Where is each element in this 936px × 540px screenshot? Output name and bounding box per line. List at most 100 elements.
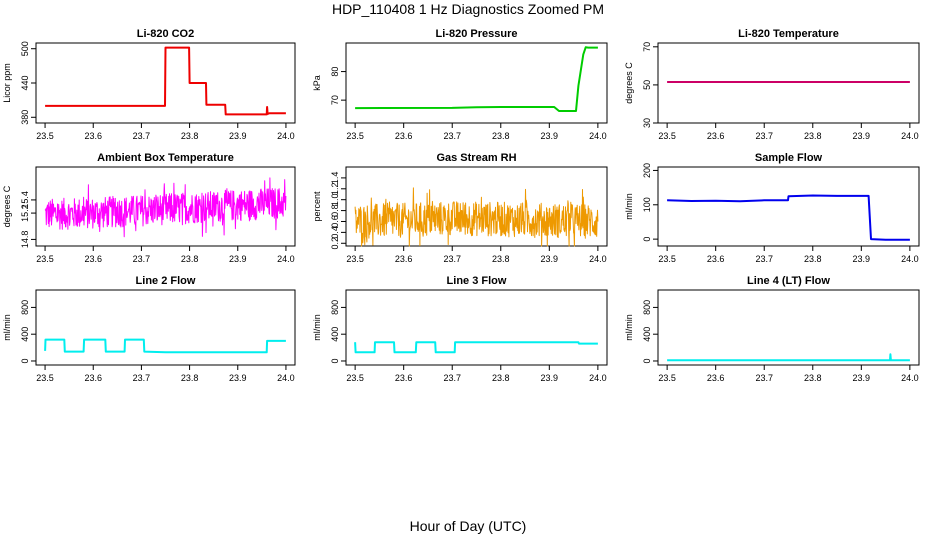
li-820-co2-x-tick-label: 23.9 xyxy=(229,131,247,141)
sample-flow-x-tick-label: 23.9 xyxy=(853,254,871,264)
li-820-pressure-x-tick-label: 23.6 xyxy=(395,131,413,141)
li-820-pressure-y-tick-label: 70 xyxy=(330,95,340,105)
li-820-temperature-x-tick-label: 23.5 xyxy=(658,131,676,141)
line-2-flow-x-tick-label: 23.6 xyxy=(84,373,102,383)
li-820-pressure-x-tick-label: 23.7 xyxy=(443,131,461,141)
line-4-lt-flow-x-tick-label: 23.6 xyxy=(707,373,725,383)
ambient-box-temperature-x-tick-label: 23.6 xyxy=(84,254,102,264)
li-820-temperature-x-tick-label: 23.9 xyxy=(853,131,871,141)
line-4-lt-flow-x-tick-label: 23.7 xyxy=(755,373,773,383)
sample-flow-x-tick-label: 23.7 xyxy=(755,254,773,264)
line-3-flow-series-line xyxy=(354,341,598,354)
ambient-box-temperature-y-label: degrees C xyxy=(2,185,12,227)
li-820-temperature-x-tick-label: 23.7 xyxy=(755,131,773,141)
li-820-pressure-panel: Li-820 Pressure 23.5 23.6 23.7 23.8 23.9 24.0 7… xyxy=(312,28,608,141)
li-820-temperature-y-label: degrees C xyxy=(624,62,634,104)
gas-stream-rh-y-tick-label: 0.4 xyxy=(330,226,340,239)
line-4-lt-flow-x-tick-label: 24.0 xyxy=(901,373,919,383)
line-3-flow-x-tick-label: 23.9 xyxy=(541,373,559,383)
gas-stream-rh-series-line xyxy=(354,187,599,247)
x-axis-caption: Hour of Day (UTC) xyxy=(409,518,527,534)
line-4-lt-flow-y-label: ml/min xyxy=(624,314,634,341)
li-820-temperature-x-tick-label: 23.8 xyxy=(804,131,822,141)
line-2-flow-title: Line 2 Flow xyxy=(136,275,196,287)
gas-stream-rh-x-tick-label: 23.7 xyxy=(443,254,461,264)
li-820-co2-x-tick-label: 23.6 xyxy=(84,131,102,141)
line-4-lt-flow-x-tick-label: 23.5 xyxy=(658,373,676,383)
line-4-lt-flow-x-tick-label: 23.9 xyxy=(853,373,871,383)
li-820-co2-x-tick-label: 24.0 xyxy=(277,131,295,141)
sample-flow-y-tick-label: 100 xyxy=(642,197,652,212)
ambient-box-temperature-series-line xyxy=(44,177,287,238)
gas-stream-rh-y-tick-label: 1.4 xyxy=(330,172,340,185)
li-820-co2-y-tick-label: 380 xyxy=(20,110,30,125)
sample-flow-y-label: ml/min xyxy=(624,193,634,220)
gas-stream-rh-x-tick-label: 23.6 xyxy=(395,254,413,264)
gas-stream-rh-y-tick-label: 0.6 xyxy=(330,215,340,228)
line-3-flow-x-tick-label: 23.5 xyxy=(346,373,364,383)
li-820-co2-x-tick-label: 23.7 xyxy=(133,131,151,141)
line-3-flow-y-tick-label: 0 xyxy=(330,358,340,363)
line-2-flow-panel: Line 2 Flow 23.5 23.6 23.7 23.8 23.9 24.0 0 400 8… xyxy=(2,275,296,383)
li-820-pressure-x-tick-label: 23.9 xyxy=(541,131,559,141)
li-820-temperature-title: Li-820 Temperature xyxy=(738,28,839,40)
li-820-temperature-x-tick-label: 24.0 xyxy=(901,131,919,141)
ambient-box-temperature-x-tick-label: 23.8 xyxy=(181,254,199,264)
li-820-co2-title: Li-820 CO2 xyxy=(137,28,194,40)
gas-stream-rh-y-tick-label: 1.2 xyxy=(330,183,340,196)
li-820-temperature-y-tick-label: 50 xyxy=(642,80,652,90)
li-820-pressure-x-tick-label: 23.8 xyxy=(492,131,510,141)
li-820-temperature-y-tick-label: 70 xyxy=(642,42,652,52)
sample-flow-title: Sample Flow xyxy=(755,152,823,164)
line-3-flow-y-label: ml/min xyxy=(312,314,322,341)
line-2-flow-x-tick-label: 23.9 xyxy=(229,373,247,383)
li-820-pressure-x-tick-label: 24.0 xyxy=(589,131,607,141)
li-820-co2-y-tick-label: 440 xyxy=(20,75,30,90)
line-2-flow-series-line xyxy=(44,338,286,354)
line-2-flow-y-tick-label: 0 xyxy=(20,358,30,363)
gas-stream-rh-x-tick-label: 23.5 xyxy=(346,254,364,264)
ambient-box-temperature-panel: Ambient Box Temperature 23.5 23.6 23.7 23.8 2… xyxy=(2,152,296,264)
line-3-flow-panel: Line 3 Flow 23.5 23.6 23.7 23.8 23.9 24.0 0 400 8… xyxy=(312,275,608,383)
line-2-flow-y-label: ml/min xyxy=(2,314,12,341)
line-4-lt-flow-y-tick-label: 800 xyxy=(642,300,652,315)
gas-stream-rh-y-tick-label: 0.2 xyxy=(330,237,340,250)
li-820-pressure-series-line xyxy=(355,46,598,112)
page-title: HDP_110408 1 Hz Diagnostics Zoomed PM xyxy=(331,1,605,17)
ambient-box-temperature-x-tick-label: 23.7 xyxy=(133,254,151,264)
ambient-box-temperature-x-tick-label: 23.9 xyxy=(229,254,247,264)
ambient-box-temperature-x-tick-label: 24.0 xyxy=(277,254,295,264)
line-3-flow-x-tick-label: 23.6 xyxy=(395,373,413,383)
ambient-box-temperature-title: Ambient Box Temperature xyxy=(97,152,234,164)
sample-flow-x-tick-label: 24.0 xyxy=(901,254,919,264)
ambient-box-temperature-y-tick-label: 15.4 xyxy=(20,191,30,209)
li-820-pressure-y-label: kPa xyxy=(312,75,322,91)
gas-stream-rh-x-tick-label: 23.8 xyxy=(492,254,510,264)
li-820-co2-x-tick-label: 23.5 xyxy=(36,131,54,141)
line-4-lt-flow-title: Line 4 (LT) Flow xyxy=(747,275,830,287)
line-4-lt-flow-panel: Line 4 (LT) Flow 23.5 23.6 23.7 23.8 23.9 24.0… xyxy=(624,275,920,383)
ambient-box-temperature-frame xyxy=(35,166,296,247)
gas-stream-rh-y-label: percent xyxy=(312,191,322,222)
line-2-flow-frame xyxy=(35,289,296,366)
li-820-temperature-frame xyxy=(657,42,920,124)
line-4-lt-flow-y-tick-label: 400 xyxy=(642,327,652,342)
line-3-flow-x-tick-label: 24.0 xyxy=(589,373,607,383)
line-4-lt-flow-series-line xyxy=(667,353,910,362)
line-4-lt-flow-x-tick-label: 23.8 xyxy=(804,373,822,383)
gas-stream-rh-title: Gas Stream RH xyxy=(436,152,516,164)
gas-stream-rh-panel: Gas Stream RH 23.5 23.6 23.7 23.8 23.9 24.0 0.2… xyxy=(312,152,608,264)
li-820-co2-y-label: Licor ppm xyxy=(2,63,12,103)
line-4-lt-flow-y-tick-label: 0 xyxy=(642,358,652,363)
li-820-pressure-y-tick-label: 80 xyxy=(330,67,340,77)
line-4-lt-flow-frame xyxy=(657,289,920,366)
li-820-temperature-x-tick-label: 23.6 xyxy=(707,131,725,141)
li-820-pressure-x-tick-label: 23.5 xyxy=(346,131,364,141)
sample-flow-panel: Sample Flow 23.5 23.6 23.7 23.8 23.9 24.0 0 100 2… xyxy=(624,152,920,264)
line-2-flow-y-tick-label: 800 xyxy=(20,300,30,315)
li-820-pressure-title: Li-820 Pressure xyxy=(436,28,518,40)
line-3-flow-title: Line 3 Flow xyxy=(447,275,507,287)
line-2-flow-x-tick-label: 23.7 xyxy=(133,373,151,383)
sample-flow-x-tick-label: 23.6 xyxy=(707,254,725,264)
